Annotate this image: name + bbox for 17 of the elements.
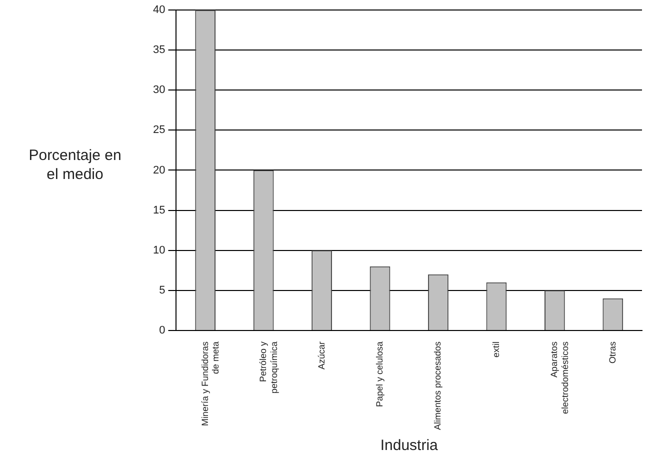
- y-tick-label: 25: [152, 124, 166, 136]
- x-tick-label: Otras: [607, 340, 618, 364]
- y-tick-label: 40: [152, 4, 166, 16]
- y-tick-label: 5: [159, 284, 166, 296]
- y-tick-label: 30: [152, 84, 166, 96]
- y-axis-title: Porcentaje en el medio: [28, 147, 122, 184]
- y-tick-label: 10: [152, 244, 166, 256]
- y-tick-label: 15: [152, 204, 166, 216]
- y-tick-label: 35: [152, 44, 166, 56]
- x-tick-label: Papel y celulosa: [374, 341, 384, 407]
- x-tick-label: extil: [490, 341, 501, 358]
- x-tick-label: Azúcar: [316, 341, 326, 370]
- y-tick-label: 20: [152, 164, 166, 176]
- x-tick-label: Alimentos procesados: [432, 340, 443, 430]
- x-tick-label: Minería y Fundidoras de meta: [200, 340, 221, 426]
- x-axis-title: Industria: [380, 437, 439, 454]
- y-tick-label: 0: [159, 324, 166, 336]
